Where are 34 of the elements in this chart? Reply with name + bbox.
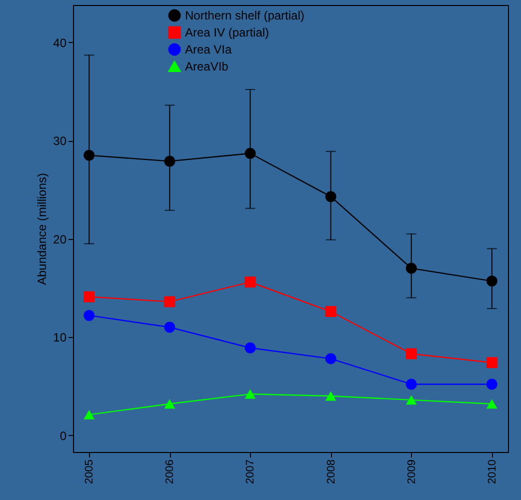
x-tick-label: 2006: [164, 460, 176, 484]
point: [406, 395, 417, 405]
x-tick-label: 2007: [244, 460, 257, 484]
point: [406, 348, 417, 360]
x-tick-label: 2005: [84, 460, 96, 484]
point: [84, 310, 95, 321]
point: [325, 306, 336, 317]
y-tick-label: 10: [53, 330, 67, 345]
x-tick-label: 2008: [325, 460, 338, 484]
y-tick-label: 0: [60, 428, 67, 443]
point: [164, 296, 176, 308]
point: [244, 342, 256, 354]
point: [406, 378, 417, 390]
point: [486, 399, 498, 409]
y-axis-title: Abundance (millions): [35, 172, 50, 286]
y-tick-label: 30: [53, 134, 67, 148]
legend-label: AreaVIb: [185, 60, 229, 74]
x-tick-label: 2009: [406, 460, 418, 484]
point: [325, 391, 336, 401]
y-tick-label: 40: [53, 36, 67, 50]
point: [486, 357, 498, 368]
legend-label: Northern shelf (partial): [185, 8, 304, 22]
legend-label: Area VIa: [185, 42, 232, 56]
point: [325, 353, 336, 364]
point: [164, 399, 176, 409]
point: [486, 378, 498, 390]
point: [84, 291, 95, 302]
point: [244, 276, 256, 288]
legend-label: Area IV (partial): [185, 26, 270, 40]
point: [164, 322, 176, 333]
y-tick-label: 20: [53, 232, 67, 246]
point: [244, 389, 256, 399]
x-tick-label: 2010: [486, 460, 498, 484]
point: [84, 410, 95, 420]
